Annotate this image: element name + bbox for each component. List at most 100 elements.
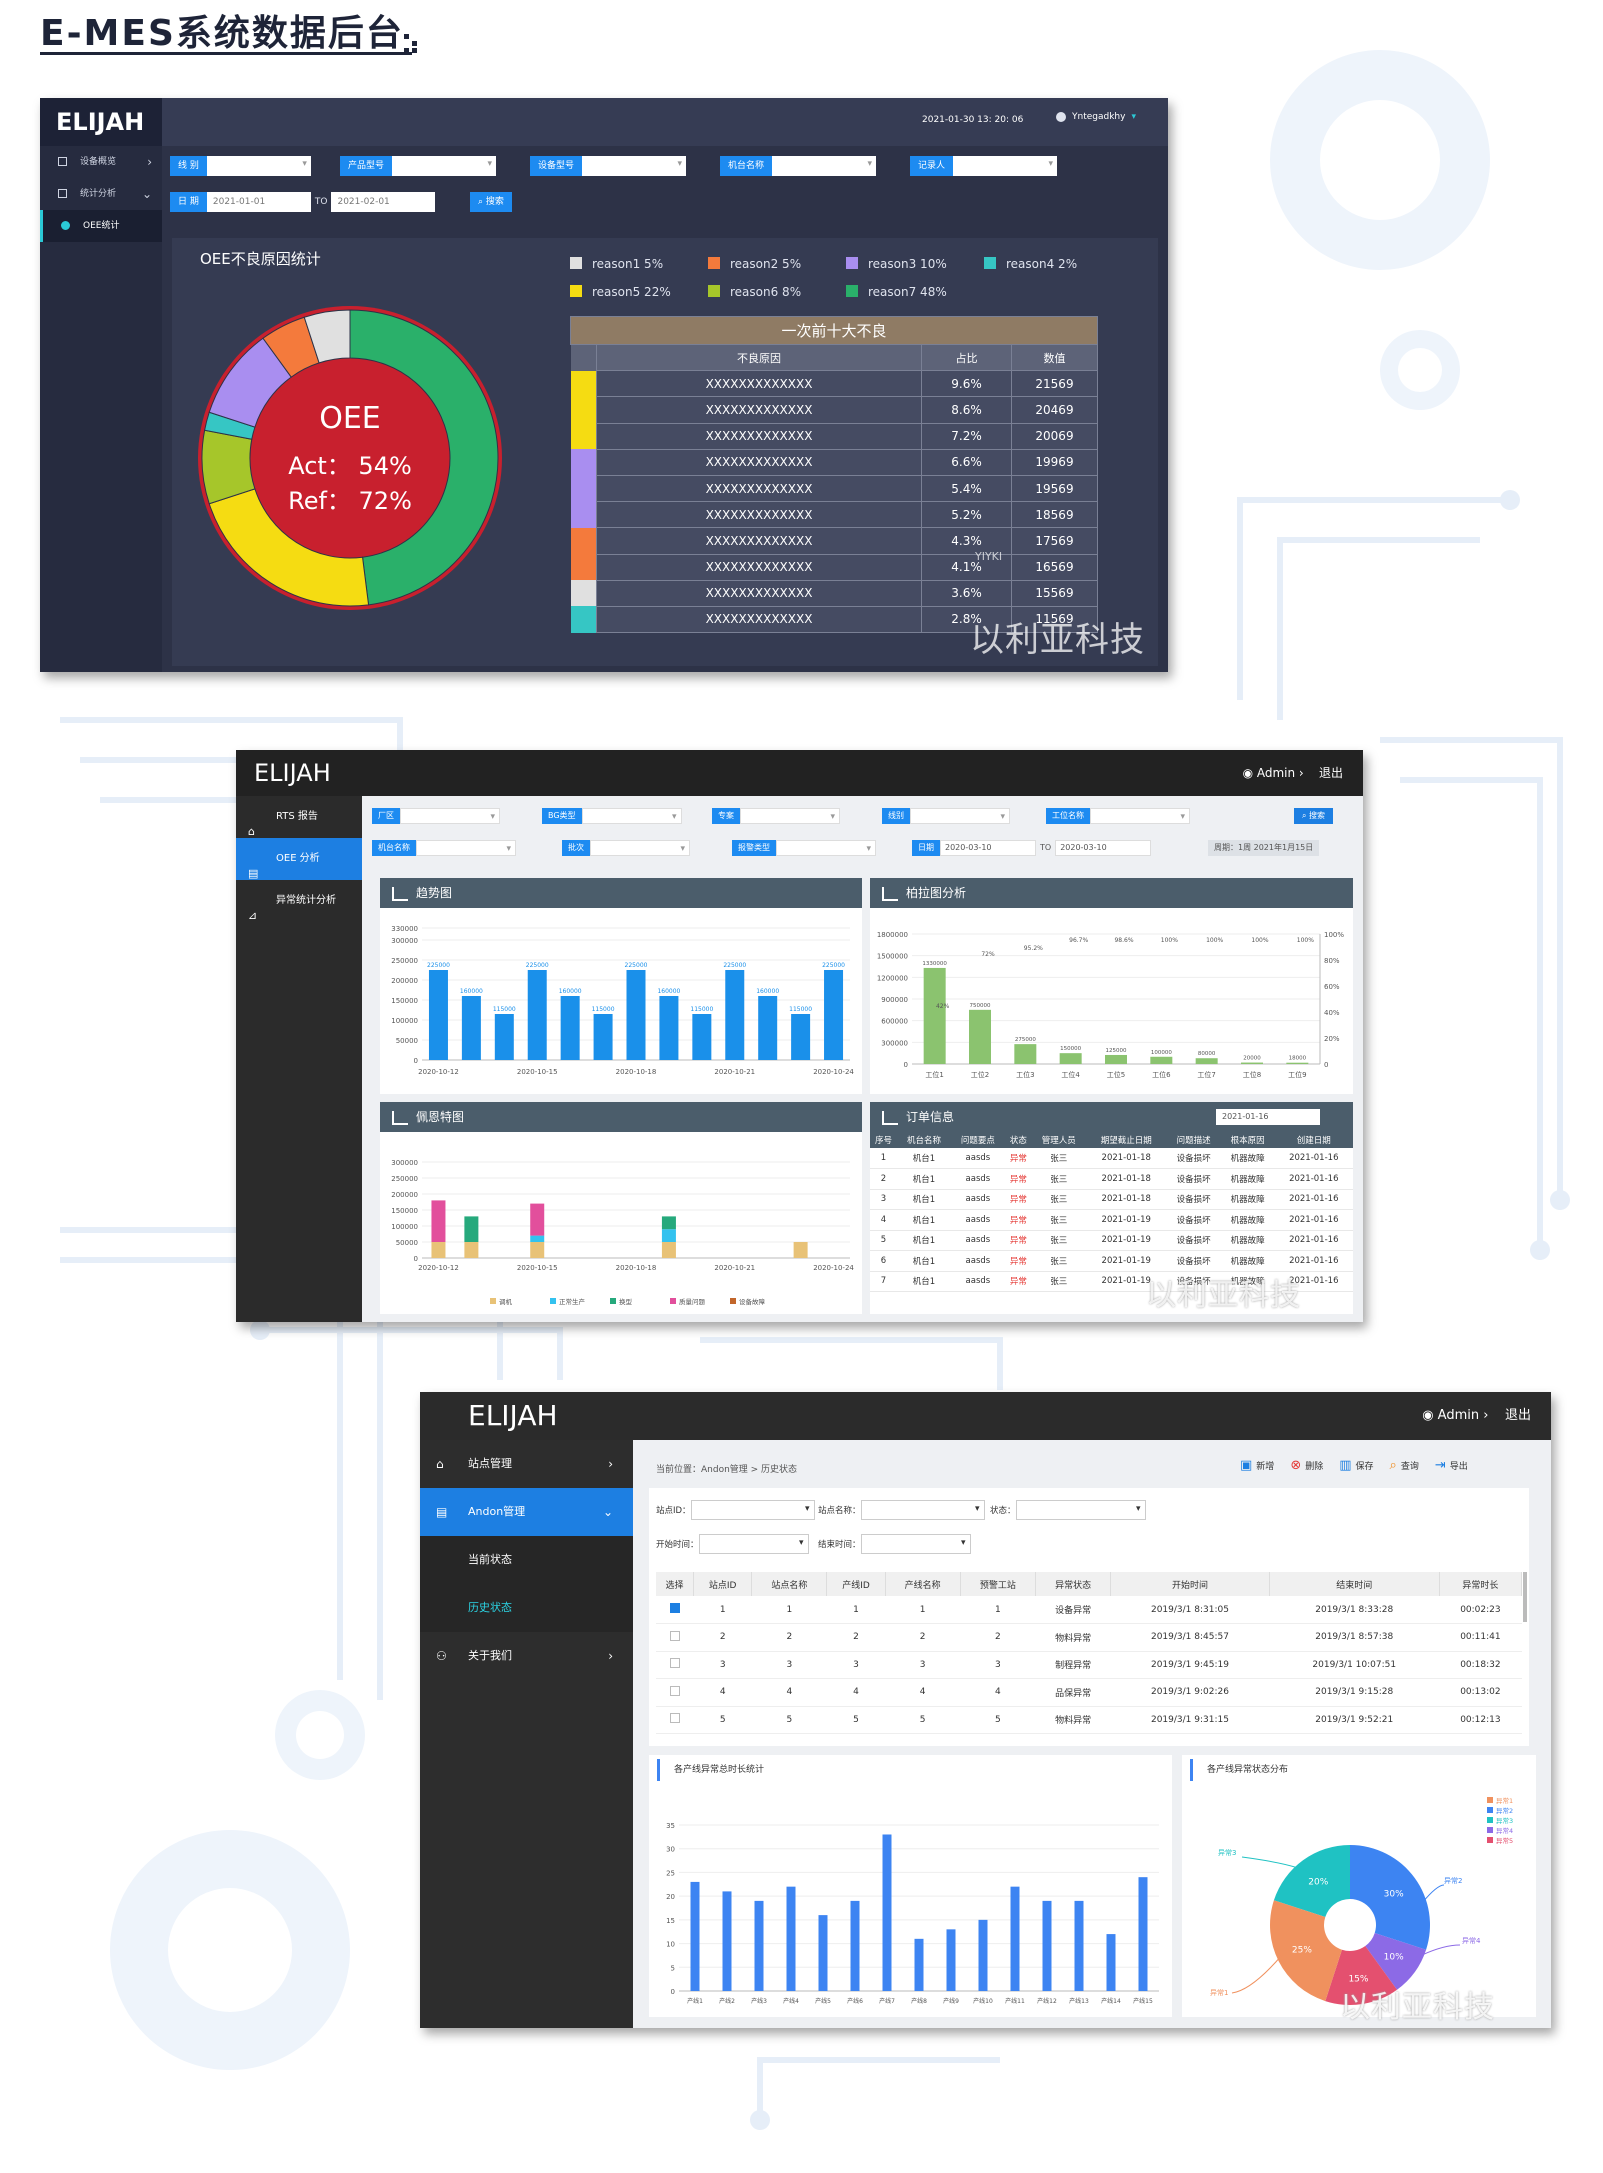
batch-select[interactable]	[590, 840, 690, 856]
bg-select[interactable]	[581, 808, 682, 824]
table-row[interactable]: 1 1 1 1 1 设备异常 2019/3/1 8:31:05 2019/3/1 8:33:2…	[656, 1596, 1522, 1624]
search-button[interactable]: ⌕ 搜索	[1294, 808, 1334, 824]
date-to-input[interactable]: 2020-03-10	[1055, 840, 1152, 856]
table-row[interactable]: 4 机台1 aasds 异常 张三 2021-01-19 设备损坏 机器故障 2021-01-1…	[870, 1209, 1353, 1231]
callout-label: 异常1	[1210, 1988, 1228, 1997]
y-tick-label: 300000	[881, 1039, 908, 1047]
legend-swatch	[570, 285, 582, 297]
table-row: XXXXXXXXXXXXX 9.6% 21569	[570, 370, 1098, 398]
sidebar-item-label: 当前状态	[468, 1553, 512, 1566]
save-button[interactable]: ▥ 保存	[1339, 1458, 1373, 1473]
machine-filter[interactable]: 机台名称	[720, 156, 877, 176]
table-row[interactable]: 7 机台1 aasds 异常 张三 2021-01-19 设备损坏 机器故障 2021-01-1…	[870, 1271, 1353, 1292]
date-from-input[interactable]: 2020-03-10	[940, 840, 1036, 856]
machine-filter[interactable]: 机台名称	[372, 840, 516, 856]
batch-filter[interactable]: 批次	[562, 840, 690, 856]
recorder-select[interactable]	[953, 156, 1058, 176]
project-select[interactable]	[740, 808, 840, 824]
logout-link[interactable]: 退出	[1504, 1408, 1531, 1423]
plant-select[interactable]	[400, 808, 500, 824]
logout-link[interactable]: 退出	[1318, 766, 1343, 780]
station-name-select[interactable]	[860, 1500, 985, 1520]
row-checkbox[interactable]	[669, 1658, 680, 1669]
table-scrollbar[interactable]	[1523, 1572, 1527, 1622]
machine-select[interactable]	[772, 156, 877, 176]
table-row[interactable]: 2 机台1 aasds 异常 张三 2021-01-18 设备损坏 机器故障 2021-01-1…	[870, 1168, 1353, 1190]
bar	[946, 1929, 956, 1991]
alarm-select[interactable]	[776, 840, 876, 856]
product-select[interactable]	[392, 156, 497, 176]
slice-label: 30%	[1384, 1889, 1404, 1899]
table-row[interactable]: 6 机台1 aasds 异常 张三 2021-01-19 设备损坏 机器故障 2021-01-1…	[870, 1250, 1353, 1272]
bar	[1010, 1886, 1020, 1991]
sidebar-item-exception-stats[interactable]: ⊿ 异常统计分析	[236, 880, 362, 922]
row-checkbox[interactable]	[669, 1713, 680, 1724]
line-filter[interactable]: 线 别	[170, 156, 311, 176]
table-row[interactable]: 5 5 5 5 5 物料异常 2019/3/1 9:31:15 2019/3/1 9:52:2…	[656, 1706, 1522, 1734]
legend-label: 调机	[499, 1297, 513, 1306]
line-select[interactable]	[910, 808, 1010, 824]
search-button[interactable]: ⌕ 搜索	[470, 192, 512, 212]
select-cell	[656, 1706, 694, 1734]
date-to-input[interactable]: 2021-02-01	[331, 192, 436, 212]
sidebar-item-history-status[interactable]: 历史状态	[420, 1584, 633, 1632]
sidebar-item-andon[interactable]: ▤ Andon管理 ⌄	[420, 1488, 633, 1536]
delete-button[interactable]: ⊗ 删除	[1290, 1458, 1323, 1473]
filter-label: 设备型号	[530, 156, 583, 176]
device-select[interactable]	[582, 156, 687, 176]
row-checkbox[interactable]	[669, 1685, 680, 1696]
status-select[interactable]	[1015, 1500, 1146, 1520]
export-button[interactable]: ⇥ 导出	[1435, 1458, 1468, 1473]
row-color-swatch	[570, 449, 597, 476]
sidebar-item-oee[interactable]: ▤ OEE 分析	[236, 838, 362, 880]
user-menu[interactable]: Yntegadkhy ▾	[1056, 112, 1136, 122]
order-date-input[interactable]: 2021-01-16	[1216, 1109, 1320, 1125]
table-cell: 4	[826, 1678, 886, 1707]
sidebar-item-stations[interactable]: ⌂ 站点管理 ›	[420, 1440, 633, 1488]
y-tick-label: 300000	[391, 937, 418, 945]
table-row[interactable]: 3 机台1 aasds 异常 张三 2021-01-18 设备损坏 机器故障 2021-01-1…	[870, 1189, 1353, 1210]
table-row: XXXXXXXXXXXXX 8.6% 20469	[570, 396, 1098, 424]
date-from-input[interactable]: 2021-01-01	[206, 192, 311, 212]
table-row[interactable]: 3 3 3 3 3 制程异常 2019/3/1 9:45:19 2019/3/1 10:07:…	[656, 1651, 1522, 1679]
table-cell: XXXXXXXXXXXXX	[596, 605, 922, 634]
station-filter[interactable]: 工位名称	[1046, 808, 1190, 824]
station-id-select[interactable]	[690, 1500, 815, 1520]
line-select[interactable]	[206, 156, 311, 176]
table-row[interactable]: 5 机台1 aasds 异常 张三 2021-01-19 设备损坏 机器故障 2021-01-1…	[870, 1230, 1353, 1251]
recorder-filter[interactable]: 记录人	[910, 156, 1058, 176]
query-button[interactable]: ⌕ 查询	[1390, 1458, 1419, 1473]
device-filter[interactable]: 设备型号	[530, 156, 687, 176]
sidebar-item-rts[interactable]: ⌂ RTS 报告	[236, 796, 362, 838]
product-filter[interactable]: 产品型号	[340, 156, 497, 176]
add-button[interactable]: ▣ 新增	[1240, 1458, 1274, 1473]
project-filter[interactable]: 专案	[712, 808, 840, 824]
sidebar-item-about[interactable]: ⚇ 关于我们 ›	[420, 1632, 633, 1680]
alarm-filter[interactable]: 报警类型	[732, 840, 876, 856]
table-cell: 3	[826, 1651, 886, 1679]
end-time-input[interactable]	[860, 1534, 971, 1554]
sidebar-item-statistics[interactable]: 统计分析 ⌄	[40, 178, 162, 210]
user-name[interactable]: Admin	[1256, 766, 1296, 780]
table-cell: 机器故障	[1220, 1230, 1275, 1251]
start-time-input[interactable]	[698, 1534, 809, 1554]
machine-select[interactable]	[416, 840, 516, 856]
sidebar-item-current-status[interactable]: 当前状态	[420, 1536, 633, 1584]
table-row[interactable]: 4 4 4 4 4 品保异常 2019/3/1 9:02:26 2019/3/1 9:15:2…	[656, 1678, 1522, 1707]
table-cell: XXXXXXXXXXXXX	[596, 501, 922, 529]
table-row[interactable]: 2 2 2 2 2 物料异常 2019/3/1 8:45:57 2019/3/1 8:57:3…	[656, 1623, 1522, 1652]
pareto-chart: 0300000600000900000120000015000001800000…	[877, 931, 1345, 1079]
x-tick-label: 工位5	[1107, 1070, 1125, 1079]
callout-label: 异常3	[1218, 1848, 1236, 1857]
plant-filter[interactable]: 厂区	[372, 808, 500, 824]
table-row[interactable]: 1 机台1 aasds 异常 张三 2021-01-18 设备损坏 机器故障 2021-01-1…	[870, 1148, 1353, 1169]
line-filter[interactable]: 线别	[882, 808, 1010, 824]
sidebar-item-oee[interactable]: OEE统计	[40, 210, 162, 242]
x-tick-label: 工位3	[1016, 1070, 1034, 1079]
sidebar-item-device-overview[interactable]: 设备概览 ›	[40, 146, 162, 178]
user-name[interactable]: Admin	[1437, 1408, 1480, 1423]
row-checkbox[interactable]	[669, 1603, 680, 1613]
bg-filter[interactable]: BG类型	[542, 808, 682, 824]
station-select[interactable]	[1090, 808, 1190, 824]
row-checkbox[interactable]	[669, 1630, 680, 1641]
